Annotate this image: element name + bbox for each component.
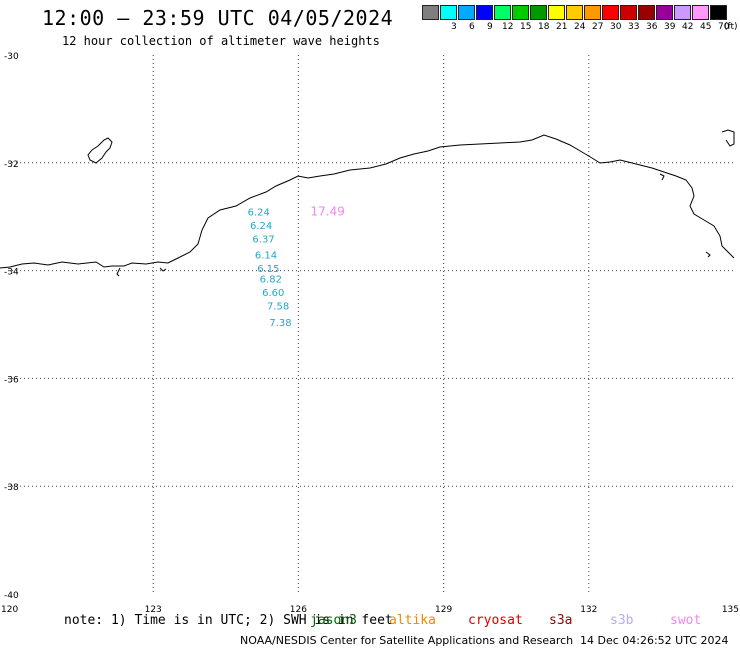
legend-label: 39: [664, 22, 676, 32]
lat-tick-label: -32: [4, 160, 19, 170]
legend-label: 12: [502, 22, 514, 32]
legend-label: 21: [556, 22, 568, 32]
satellite-swot: swot: [670, 613, 702, 628]
coastline-cape: [159, 267, 167, 272]
legend-label: 6: [469, 22, 475, 32]
legend-swatch: [656, 5, 673, 20]
legend-label: 30: [610, 22, 622, 32]
legend-swatch: [512, 5, 529, 20]
legend-label: 33: [628, 22, 640, 32]
legend-swatch: [440, 5, 457, 20]
island: [659, 173, 665, 181]
island: [87, 137, 113, 164]
lon-tick-label: 129: [435, 605, 452, 615]
wave-height-label: 6.24: [250, 221, 272, 232]
lon-tick-label: 132: [580, 605, 597, 615]
coastline-cape: [116, 267, 121, 277]
legend-swatch: [710, 5, 727, 20]
legend-swatch: [476, 5, 493, 20]
legend-swatch: [584, 5, 601, 20]
legend-swatch: [494, 5, 511, 20]
legend-swatch: [548, 5, 565, 20]
legend-label: 42: [682, 22, 694, 32]
graticule: [8, 55, 734, 594]
legend-swatch: [620, 5, 637, 20]
lat-tick-label: -30: [4, 52, 19, 62]
legend-label: 70: [718, 22, 730, 32]
wave-height-label: 6.82: [260, 275, 282, 286]
legend-swatch: [530, 5, 547, 20]
satellite-altika: altika: [389, 613, 436, 628]
lon-tick-label: 123: [145, 605, 162, 615]
lat-tick-label: -38: [4, 483, 19, 493]
legend-swatch: [674, 5, 691, 20]
legend-label: 24: [574, 22, 586, 32]
wave-height-label: 7.58: [267, 302, 289, 313]
legend-unit-label: (ft): [724, 22, 738, 32]
legend-label: 36: [646, 22, 658, 32]
footer-note: note: 1) Time is in UTC; 2) SWH is in fe…: [64, 613, 393, 628]
satellite-cryosat: cryosat: [468, 613, 523, 628]
wave-height-label: 7.38: [269, 318, 291, 329]
legend-swatch: [638, 5, 655, 20]
legend-label: 3: [451, 22, 457, 32]
generated-timestamp: 14 Dec 04:26:52 UTC 2024: [580, 634, 729, 647]
wave-height-label: 6.15: [257, 264, 279, 275]
lat-tick-label: -40: [4, 591, 19, 601]
lon-tick-label: 120: [1, 605, 18, 615]
wave-height-legend: 3 6 9 12 15 18 21 24 27 30 33 36 39 42 45 70 (ft): [422, 5, 738, 35]
lon-tick-label: 135: [722, 605, 739, 615]
legend-label: 45: [700, 22, 712, 32]
legend-swatch: [602, 5, 619, 20]
satellite-jason3: jason3: [310, 613, 357, 628]
coastline: [0, 129, 735, 277]
legend-swatch: [692, 5, 709, 20]
island: [705, 251, 711, 258]
legend-swatch: [566, 5, 583, 20]
wave-height-label-swot: 17.49: [311, 204, 345, 218]
legend-swatch: [422, 5, 439, 20]
map-subtitle: 12 hour collection of altimeter wave hei…: [62, 34, 380, 48]
wave-height-label: 6.60: [262, 288, 284, 299]
wave-height-label: 6.14: [255, 250, 277, 261]
coastline-mainland: [0, 134, 735, 269]
map-title: 12:00 — 23:59 UTC 04/05/2024: [42, 6, 394, 30]
wave-height-label: 6.37: [252, 234, 274, 245]
lat-tick-label: -34: [4, 268, 19, 278]
island: [721, 129, 735, 147]
lat-tick-label: -36: [4, 375, 19, 385]
legend-label: 15: [520, 22, 532, 32]
legend-label: 9: [487, 22, 493, 32]
legend-label: 27: [592, 22, 604, 32]
lon-tick-label: 126: [290, 605, 307, 615]
legend-swatch: [458, 5, 475, 20]
wave-height-label: 6.24: [248, 207, 270, 218]
satellite-s3a: s3a: [549, 613, 573, 628]
credit-line: NOAA/NESDIS Center for Satellite Applica…: [240, 634, 574, 647]
wave-height-observations: 6.24 6.24 6.37 6.14 6.156.82 6.60 7.58 7.38 17.4…: [248, 204, 345, 328]
legend-label: 18: [538, 22, 550, 32]
axis-tick-labels: -30 -32 -34 -36 -38 -40 120 123 126 129 132 135: [1, 52, 739, 615]
satellite-s3b: s3b: [610, 613, 634, 628]
